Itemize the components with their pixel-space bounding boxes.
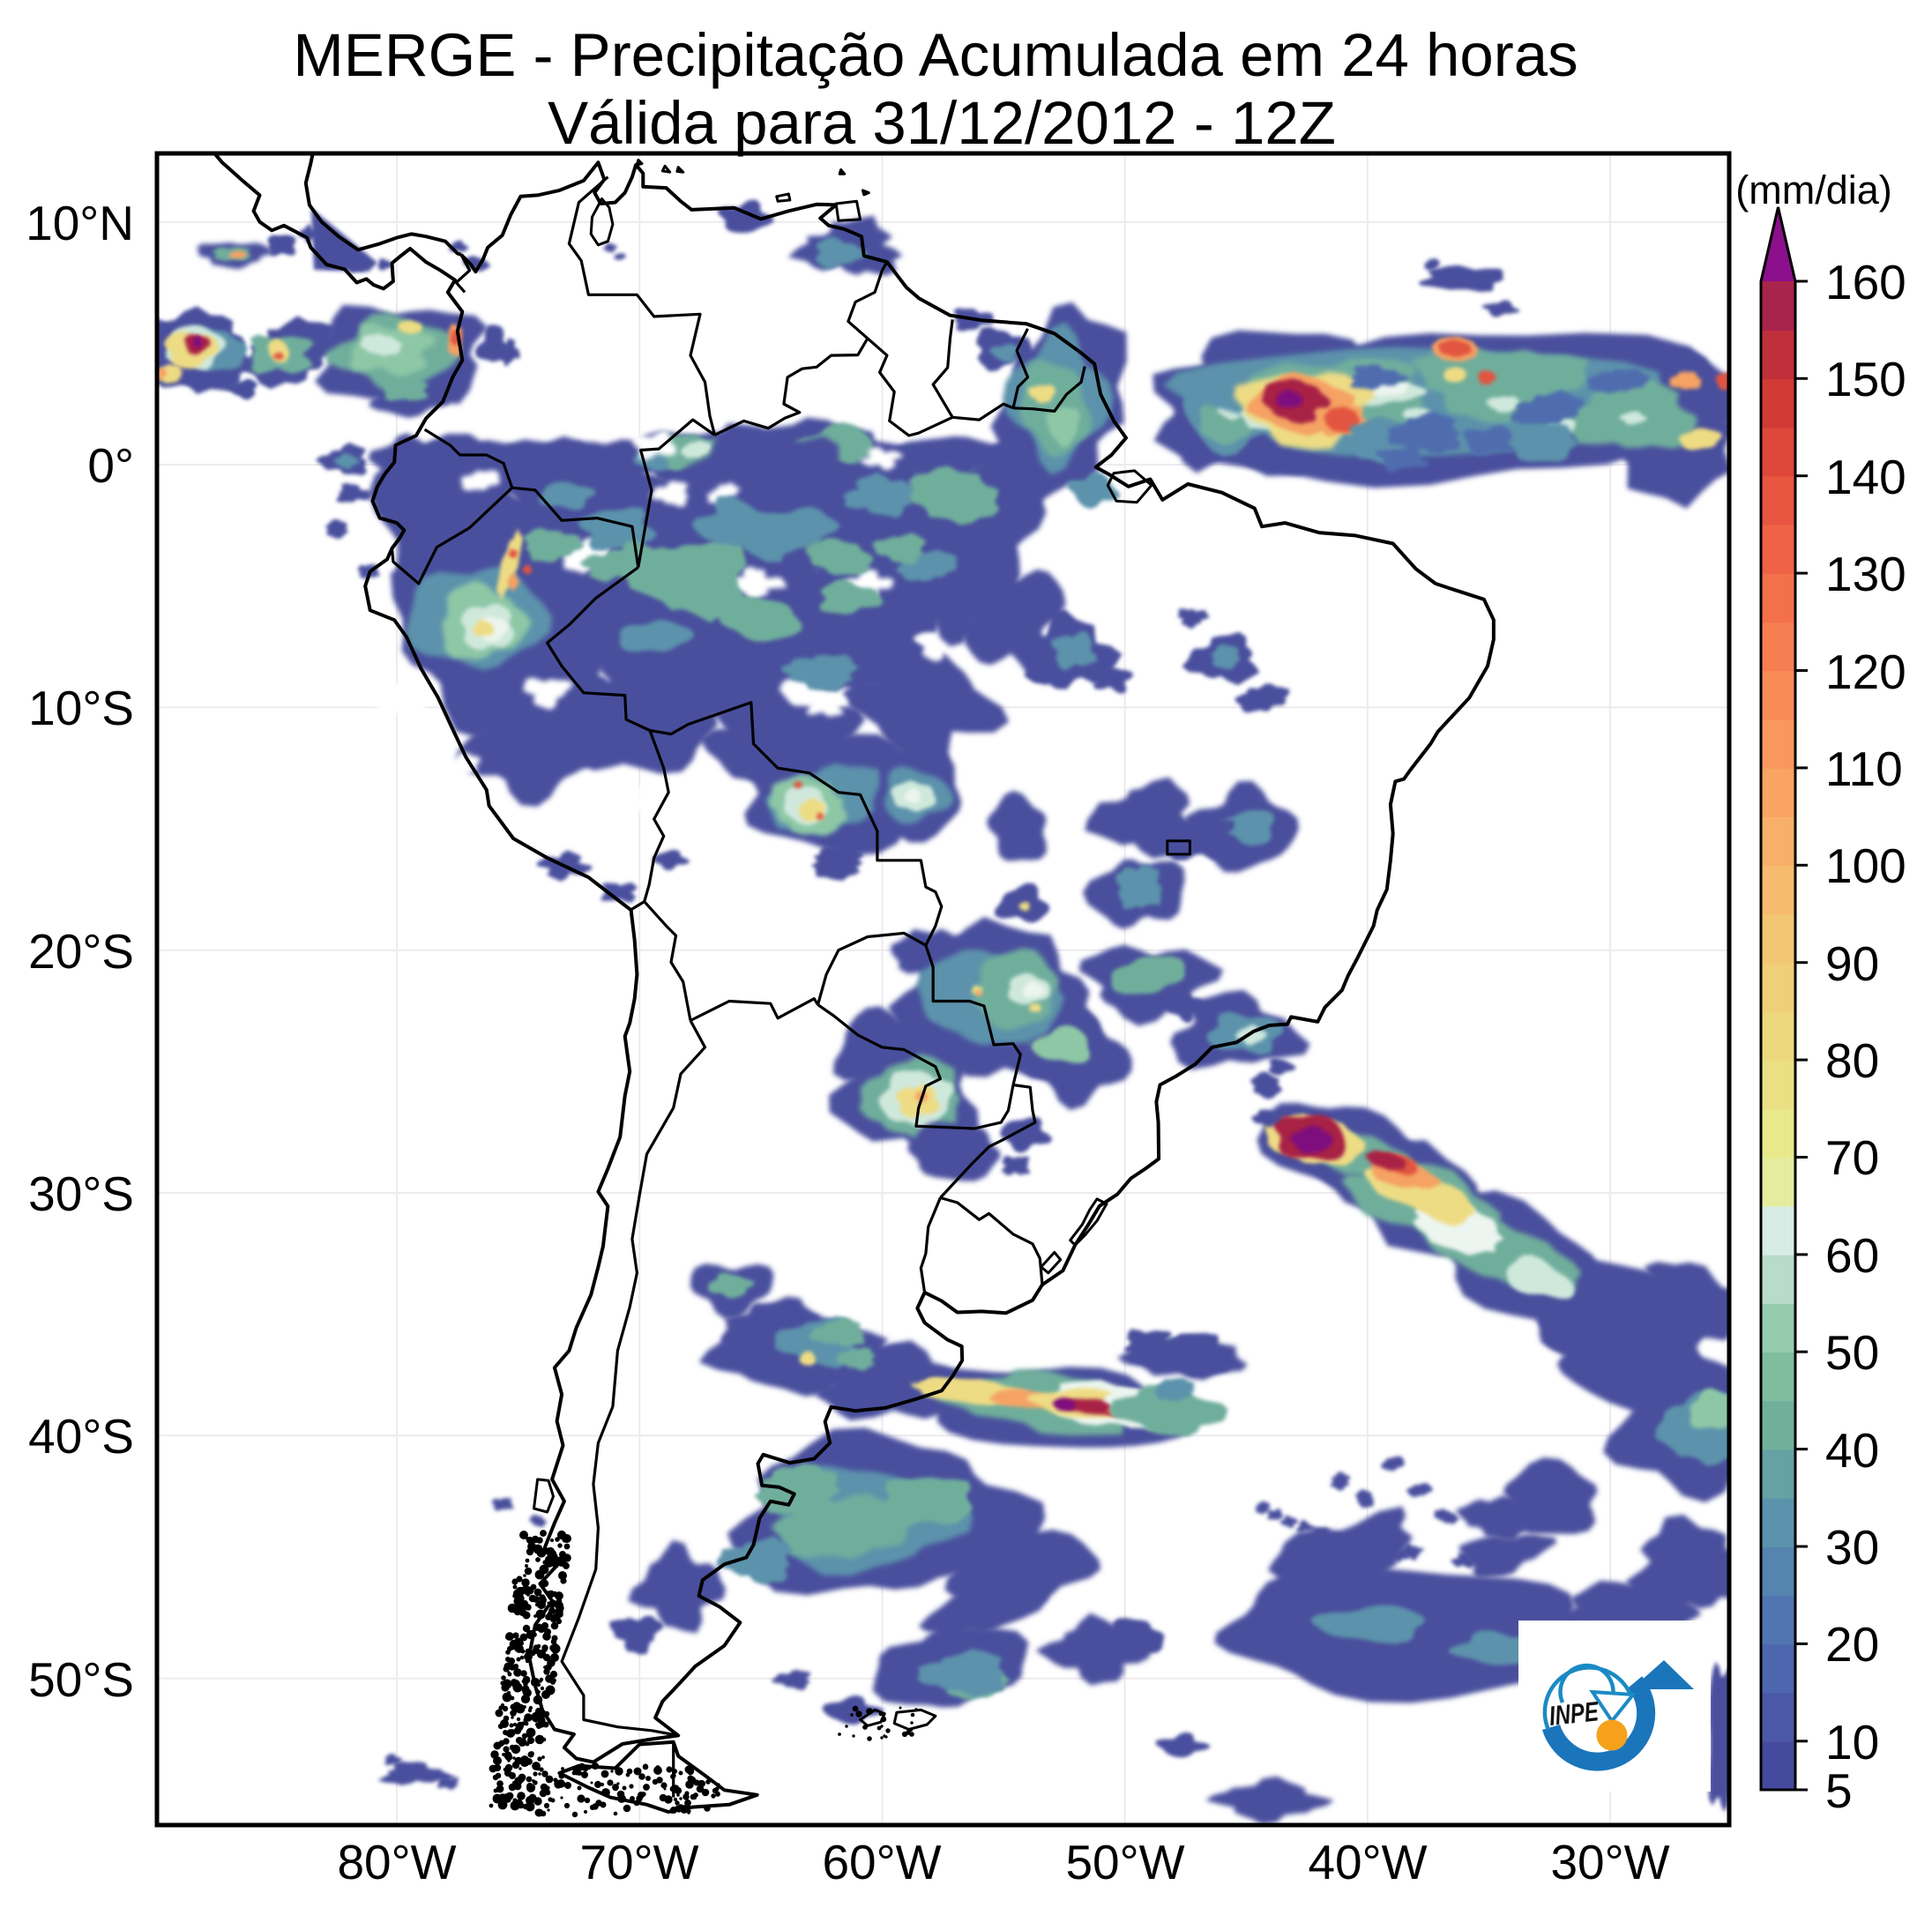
svg-text:MERGE - Precipitação Acumulada: MERGE - Precipitação Acumulada em 24 hor…	[293, 21, 1578, 89]
svg-text:30: 30	[1825, 1520, 1879, 1575]
svg-text:10°N: 10°N	[26, 196, 134, 250]
svg-text:INPE: INPE	[1548, 1695, 1600, 1732]
svg-text:150: 150	[1825, 352, 1906, 406]
svg-text:5: 5	[1825, 1763, 1853, 1818]
svg-text:60: 60	[1825, 1228, 1879, 1283]
svg-text:110: 110	[1825, 741, 1903, 796]
svg-text:160: 160	[1825, 255, 1906, 309]
svg-text:90: 90	[1825, 936, 1879, 991]
svg-text:(mm/dia): (mm/dia)	[1735, 168, 1892, 212]
svg-text:40: 40	[1825, 1423, 1879, 1478]
svg-text:100: 100	[1825, 838, 1906, 893]
svg-text:Válida para 31/12/2012 - 12Z: Válida para 31/12/2012 - 12Z	[548, 89, 1336, 157]
svg-text:10°S: 10°S	[28, 681, 134, 735]
svg-text:80°W: 80°W	[337, 1835, 456, 1889]
svg-text:70: 70	[1825, 1130, 1879, 1185]
svg-text:20: 20	[1825, 1617, 1879, 1672]
svg-text:20°S: 20°S	[28, 924, 134, 979]
svg-text:60°W: 60°W	[822, 1835, 941, 1889]
svg-text:40°W: 40°W	[1308, 1835, 1427, 1889]
svg-text:70°W: 70°W	[579, 1835, 698, 1889]
svg-text:130: 130	[1825, 547, 1906, 601]
svg-text:40°S: 40°S	[28, 1409, 134, 1464]
svg-text:30°W: 30°W	[1550, 1835, 1669, 1889]
svg-text:80: 80	[1825, 1033, 1879, 1088]
svg-text:50°S: 50°S	[28, 1652, 134, 1707]
svg-text:50°W: 50°W	[1065, 1835, 1184, 1889]
svg-text:140: 140	[1825, 450, 1906, 504]
svg-text:10: 10	[1825, 1715, 1879, 1770]
svg-text:50: 50	[1825, 1325, 1879, 1380]
svg-text:120: 120	[1825, 645, 1906, 699]
svg-text:0°: 0°	[87, 438, 134, 493]
svg-text:30°S: 30°S	[28, 1166, 134, 1221]
